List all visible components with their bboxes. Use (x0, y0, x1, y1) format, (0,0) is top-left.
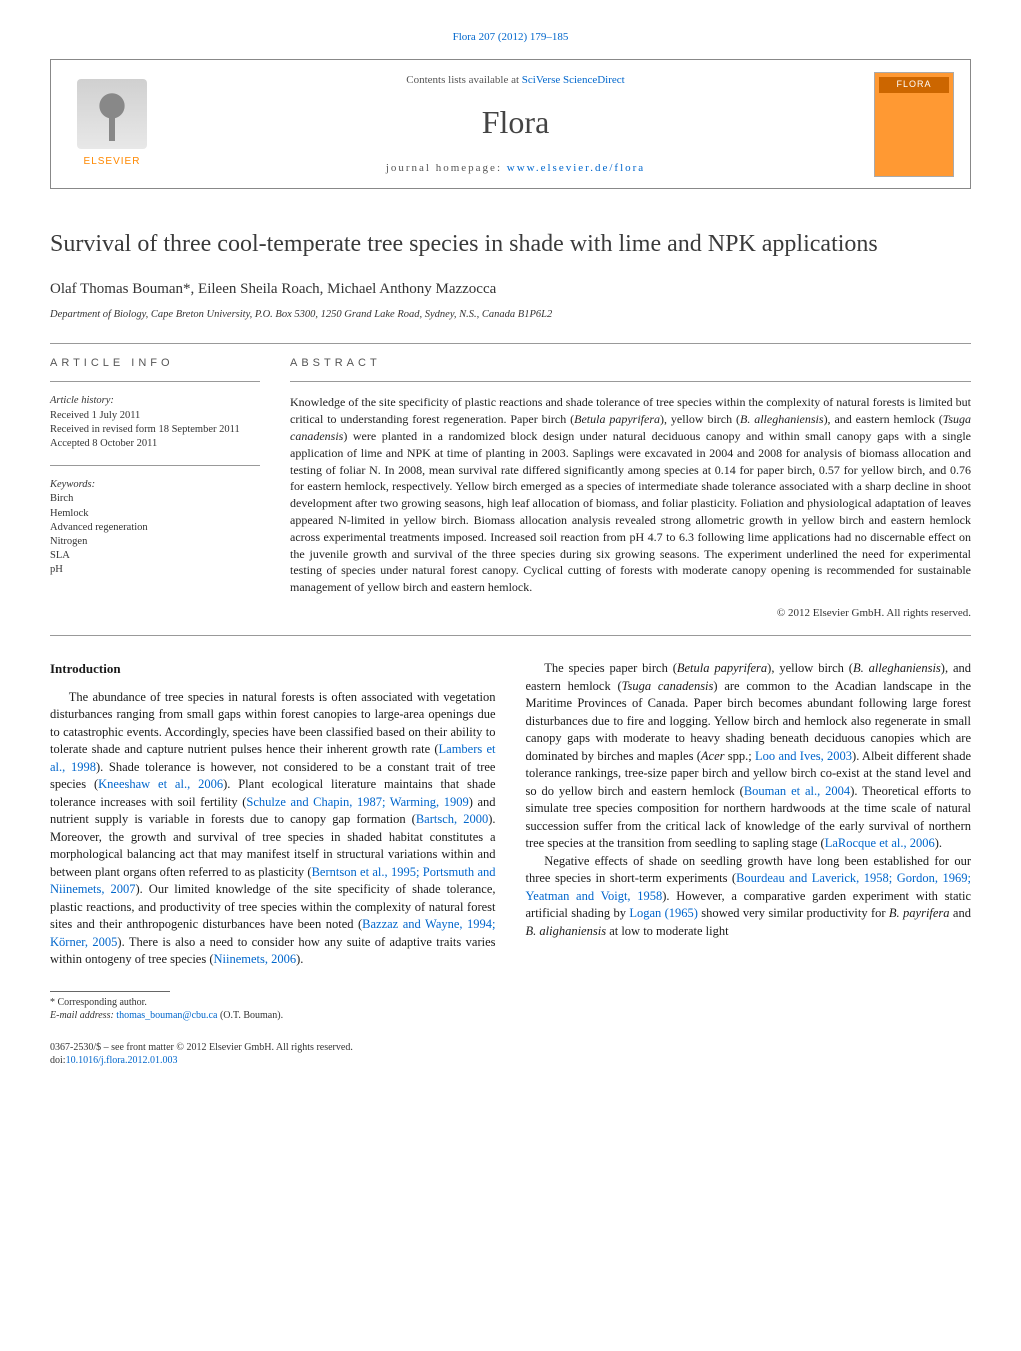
corresponding-author-footnote: * Corresponding author. E-mail address: … (50, 996, 971, 1023)
revised-date: Received in revised form 18 September 20… (50, 423, 260, 437)
article-title: Survival of three cool-temperate tree sp… (50, 229, 971, 259)
keyword: Advanced regeneration (50, 521, 260, 535)
citation-link[interactable]: Bartsch, 2000 (416, 812, 488, 826)
info-abstract-row: ARTICLE INFO Article history: Received 1… (50, 356, 971, 621)
species-name: B. payrifera (889, 906, 950, 920)
text-run: showed very similar productivity for (698, 906, 889, 920)
text-run: ), yellow birch ( (767, 661, 853, 675)
citation-link[interactable]: LaRocque et al., 2006 (825, 836, 935, 850)
received-date: Received 1 July 2011 (50, 409, 260, 423)
publisher-name: ELSEVIER (84, 155, 141, 169)
keyword: SLA (50, 549, 260, 563)
abstract-column: ABSTRACT Knowledge of the site specifici… (290, 356, 971, 621)
text-run: The species paper birch ( (544, 661, 677, 675)
keyword: pH (50, 563, 260, 577)
affiliation: Department of Biology, Cape Breton Unive… (50, 308, 971, 323)
email-link[interactable]: thomas_bouman@cbu.ca (116, 1010, 217, 1021)
article-history: Article history: Received 1 July 2011 Re… (50, 394, 260, 451)
abstract-part: ), and eastern hemlock ( (824, 412, 943, 426)
body-paragraph: The abundance of tree species in natural… (50, 689, 496, 969)
citation-link[interactable]: Loo and Ives, 2003 (755, 749, 852, 763)
body-text: Introduction The abundance of tree speci… (50, 660, 971, 968)
accepted-date: Accepted 8 October 2011 (50, 437, 260, 451)
article-info-heading: ARTICLE INFO (50, 356, 260, 371)
copyright-line: © 2012 Elsevier GmbH. All rights reserve… (290, 606, 971, 621)
species-name: B. alleghaniensis (740, 412, 824, 426)
homepage-link[interactable]: www.elsevier.de/flora (507, 162, 645, 174)
journal-reference: Flora 207 (2012) 179–185 (50, 30, 971, 45)
divider (50, 381, 260, 382)
keywords-label: Keywords: (50, 478, 260, 492)
front-matter-footer: 0367-2530/$ – see front matter © 2012 El… (50, 1041, 971, 1068)
citation-link[interactable]: Niinemets, 2006 (214, 952, 297, 966)
elsevier-tree-icon (77, 79, 147, 149)
contents-available-line: Contents lists available at SciVerse Sci… (177, 73, 854, 88)
abstract-text: Knowledge of the site specificity of pla… (290, 394, 971, 596)
citation-link[interactable]: Bouman et al., 2004 (744, 784, 850, 798)
journal-header: ELSEVIER Contents lists available at Sci… (50, 59, 971, 189)
corresponding-author: * Corresponding author. (50, 996, 971, 1010)
elsevier-logo: ELSEVIER (67, 74, 157, 174)
species-name: Betula papyrifera (677, 661, 767, 675)
body-paragraph: The species paper birch (Betula papyrife… (526, 660, 972, 853)
introduction-heading: Introduction (50, 660, 496, 678)
cover-title: FLORA (875, 78, 953, 91)
species-name: Acer (701, 749, 725, 763)
species-name: Tsuga canadensis (622, 679, 714, 693)
text-run: and (950, 906, 971, 920)
keyword: Hemlock (50, 507, 260, 521)
divider (50, 343, 971, 344)
text-run: The abundance of tree species in natural… (50, 690, 496, 757)
contents-prefix: Contents lists available at (406, 74, 521, 86)
species-name: Betula papyrifera (574, 412, 660, 426)
header-center: Contents lists available at SciVerse Sci… (157, 73, 874, 177)
homepage-prefix: journal homepage: (386, 162, 507, 174)
divider (50, 635, 971, 636)
citation-link[interactable]: Schulze and Chapin, 1987; Warming, 1909 (246, 795, 468, 809)
citation-link[interactable]: Kneeshaw et al., 2006 (98, 777, 223, 791)
keywords-block: Keywords: Birch Hemlock Advanced regener… (50, 478, 260, 577)
divider (290, 381, 971, 382)
email-attribution: (O.T. Bouman). (217, 1010, 283, 1021)
homepage-line: journal homepage: www.elsevier.de/flora (177, 161, 854, 176)
journal-name: Flora (177, 100, 854, 145)
text-run: spp.; (725, 749, 756, 763)
email-line: E-mail address: thomas_bouman@cbu.ca (O.… (50, 1009, 971, 1023)
keyword: Nitrogen (50, 535, 260, 549)
citation-link[interactable]: Bazzaz and (362, 917, 421, 931)
doi-line: doi:10.1016/j.flora.2012.01.003 (50, 1054, 971, 1068)
divider (50, 465, 260, 466)
text-run: ). (296, 952, 303, 966)
text-run: at low to moderate light (606, 924, 729, 938)
doi-label: doi: (50, 1055, 66, 1066)
article-info-column: ARTICLE INFO Article history: Received 1… (50, 356, 260, 621)
abstract-heading: ABSTRACT (290, 356, 971, 371)
email-label: E-mail address: (50, 1010, 116, 1021)
sciencedirect-link[interactable]: SciVerse ScienceDirect (522, 74, 625, 86)
text-run: ). (935, 836, 942, 850)
footnote-separator (50, 991, 170, 992)
species-name: B. alleghaniensis (853, 661, 941, 675)
species-name: B. alighaniensis (526, 924, 607, 938)
doi-link[interactable]: 10.1016/j.flora.2012.01.003 (66, 1055, 178, 1066)
abstract-part: ) were planted in a randomized block des… (290, 429, 971, 594)
journal-cover-thumbnail: FLORA (874, 72, 954, 177)
keyword: Birch (50, 492, 260, 506)
abstract-part: ), yellow birch ( (660, 412, 740, 426)
body-paragraph: Negative effects of shade on seedling gr… (526, 853, 972, 941)
citation-link[interactable]: Logan (1965) (629, 906, 698, 920)
front-matter-line: 0367-2530/$ – see front matter © 2012 El… (50, 1041, 971, 1055)
authors: Olaf Thomas Bouman*, Eileen Sheila Roach… (50, 279, 971, 300)
history-label: Article history: (50, 394, 260, 408)
